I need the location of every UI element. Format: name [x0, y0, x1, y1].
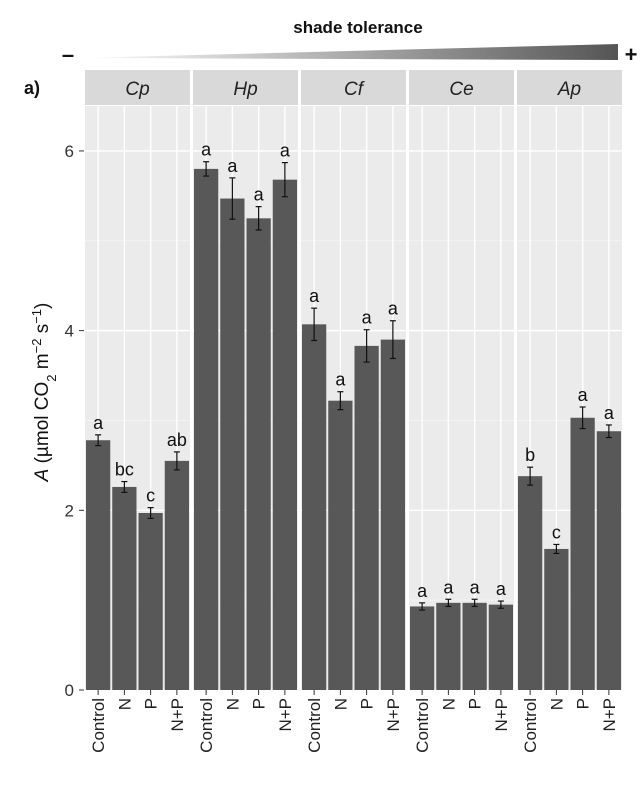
significance-letter: c: [146, 486, 155, 506]
y-tick-label: 2: [65, 501, 74, 520]
bar: [410, 606, 435, 690]
x-tick-label: N+P: [600, 698, 619, 732]
facet-strip: [301, 70, 406, 105]
significance-letter: bc: [115, 460, 134, 480]
x-tick-label: P: [574, 698, 593, 709]
bar: [462, 602, 487, 690]
significance-letter: a: [496, 579, 507, 599]
facet-panel-ap: Ap b Control c Na Pa N+P: [517, 70, 622, 753]
significance-letter: a: [201, 140, 212, 160]
x-tick-label: P: [250, 698, 269, 709]
significance-letter: b: [525, 445, 535, 465]
bar: [518, 476, 543, 690]
bar: [246, 218, 271, 691]
y-tick-label: 4: [65, 322, 74, 341]
significance-letter: a: [417, 581, 428, 601]
shade-gradient-wedge: [80, 44, 618, 60]
x-tick-label: N+P: [492, 698, 511, 732]
bar: [354, 345, 379, 690]
facet-strip: [85, 70, 190, 105]
x-tick-label: N: [115, 698, 134, 710]
significance-letter: a: [470, 577, 481, 597]
bar: [86, 440, 111, 690]
significance-letter: a: [388, 299, 399, 319]
facet-strip: [409, 70, 514, 105]
significance-letter: a: [227, 156, 238, 176]
x-tick-label: N: [439, 698, 458, 710]
bar: [596, 431, 621, 690]
x-tick-label: N+P: [168, 698, 187, 732]
y-tick-label: 0: [65, 681, 74, 700]
svg-text:A (µmol CO2 m−2 s−1): A (µmol CO2 m−2 s−1): [29, 303, 59, 483]
significance-letter: c: [552, 522, 561, 542]
x-tick-label: N: [223, 698, 242, 710]
significance-letter: a: [309, 286, 320, 306]
bar: [272, 179, 297, 691]
header-title: shade tolerance: [293, 18, 422, 37]
significance-letter: a: [604, 403, 615, 423]
significance-letter: a: [578, 385, 589, 405]
bar: [380, 339, 405, 690]
significance-letter: a: [443, 577, 454, 597]
bar: [436, 602, 461, 690]
x-tick-label: P: [466, 698, 485, 709]
plus-sign: +: [625, 42, 638, 67]
bar: [112, 486, 137, 690]
bar: [570, 417, 595, 690]
x-tick-label: N: [547, 698, 566, 710]
facet-panel-cf: Cf a Control a Na Pa N+P: [301, 70, 406, 753]
minus-sign: –: [62, 42, 74, 67]
bar: [164, 460, 189, 690]
facet-strip-label: Hp: [233, 79, 257, 100]
bar: [194, 168, 219, 690]
facet-panel-ce: Ce a Control a Na Pa N+P: [409, 70, 514, 753]
significance-letter: a: [335, 370, 346, 390]
facet-strip-label: Cf: [344, 79, 365, 100]
bar: [302, 324, 327, 690]
facet-strip-label: Ce: [449, 79, 473, 100]
significance-letter: a: [254, 185, 265, 205]
panel-background: [409, 106, 514, 690]
x-tick-label: N+P: [384, 698, 403, 732]
y-axis-title: A (µmol CO2 m−2 s−1): [29, 303, 59, 483]
facet-strip-label: Cp: [125, 79, 149, 100]
x-tick-label: P: [142, 698, 161, 709]
significance-letter: a: [280, 141, 291, 161]
bar: [138, 513, 163, 690]
facet-strip-label: Ap: [557, 79, 581, 100]
facet-strip: [517, 70, 622, 105]
x-tick-label: N+P: [276, 698, 295, 732]
x-tick-label: P: [358, 698, 377, 709]
significance-letter: a: [362, 308, 373, 328]
x-tick-label: Control: [305, 698, 324, 753]
facet-strip: [193, 70, 298, 105]
facet-panel-hp: Hp a Control a Na Pa N+P: [193, 70, 298, 753]
x-tick-label: Control: [521, 698, 540, 753]
y-tick-label: 6: [65, 142, 74, 161]
x-tick-label: Control: [197, 698, 216, 753]
significance-letter: a: [93, 413, 104, 433]
bar: [328, 400, 353, 690]
bar: [488, 604, 513, 690]
x-tick-label: Control: [413, 698, 432, 753]
shade-tolerance-header: shade tolerance – +: [62, 18, 638, 67]
bar: [220, 198, 245, 690]
significance-letter: ab: [167, 430, 187, 450]
bar: [544, 548, 569, 690]
x-tick-label: Control: [89, 698, 108, 753]
facet-panel-cp: Cp a Control bc Nc Pab N+P: [85, 70, 190, 753]
x-tick-label: N: [331, 698, 350, 710]
panel-label: a): [24, 78, 40, 98]
